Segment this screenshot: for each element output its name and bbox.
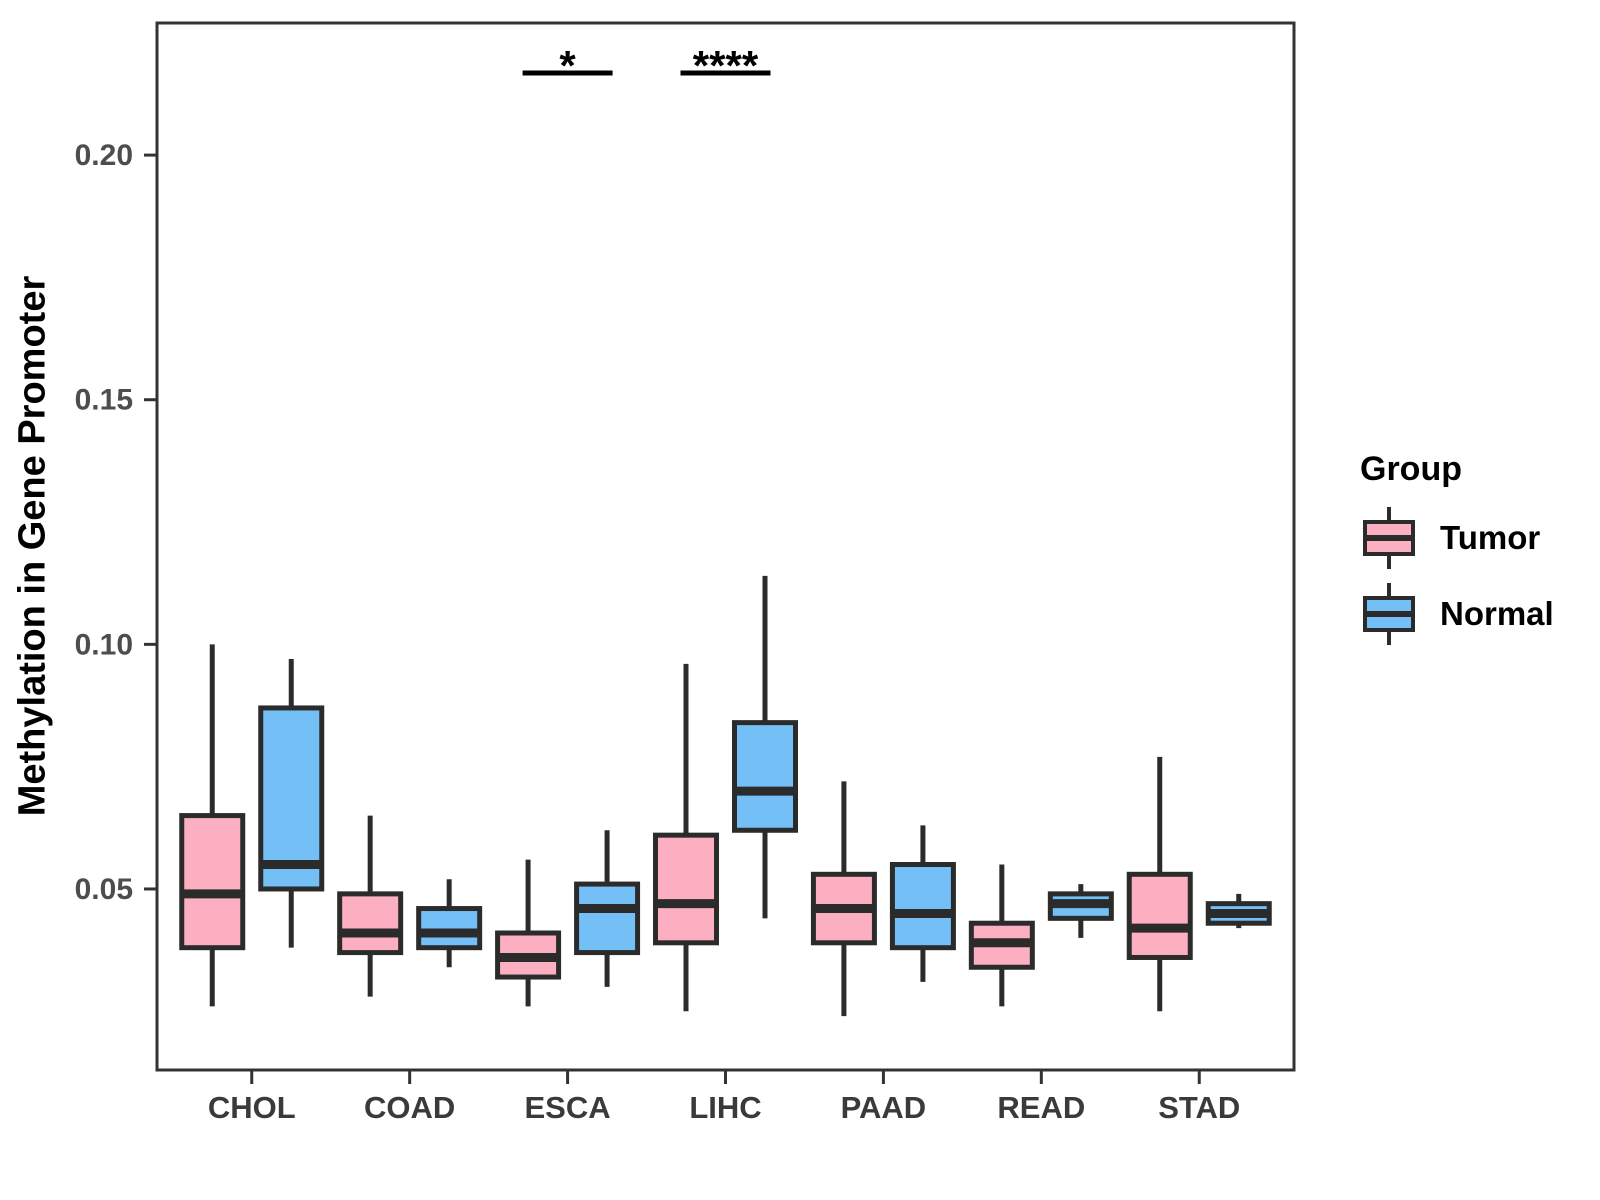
y-tick-label: 0.10 [75,628,133,661]
tumor-boxplot-key-icon [1363,507,1415,569]
normal-boxplot-key-icon [1363,583,1415,645]
legend-item-normal: Normal [1360,581,1554,647]
legend: Group Tumor Normal [1360,450,1554,647]
box-normal-paad [889,862,956,951]
y-tick-label: 0.05 [75,873,133,906]
x-tick-label-chol: CHOL [208,1090,296,1125]
legend-item-label: Normal [1440,595,1554,632]
x-tick-label-coad: COAD [364,1090,455,1125]
significance-label-esca: * [559,42,576,89]
legend-title: Group [1360,450,1462,488]
box-tumor-chol [179,813,246,951]
box-tumor-lihc [653,832,719,946]
box-normal-lihc [732,720,798,833]
significance-label-lihc: **** [693,42,759,89]
legend-item-tumor: Tumor [1360,505,1554,571]
x-tick-label-stad: STAD [1158,1090,1240,1125]
box-normal-chol [258,705,325,892]
box-normal-esca [574,881,641,956]
y-axis-title: Methylation in Gene Promoter [11,275,54,817]
x-tick-label-paad: PAAD [841,1090,927,1125]
x-tick-label-lihc: LIHC [689,1090,761,1125]
legend-item-label: Tumor [1440,519,1541,556]
y-tick-label: 0.15 [75,384,133,417]
box-tumor-coad [337,891,404,956]
y-tick-label: 0.20 [75,139,133,172]
box-tumor-stad [1126,871,1193,960]
panel-border [155,21,1296,1072]
x-tick-label-read: READ [997,1090,1085,1125]
x-tick-label-esca: ESCA [525,1090,611,1125]
box-normal-coad [416,906,483,951]
